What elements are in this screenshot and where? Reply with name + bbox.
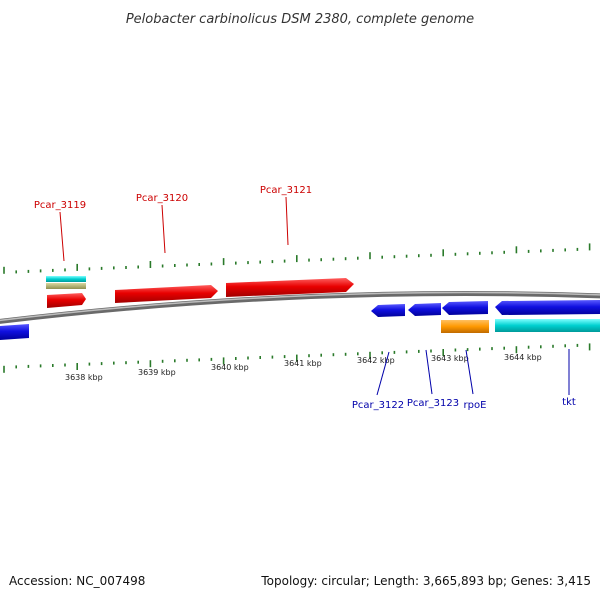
callout-line-pcar-3120 bbox=[161, 204, 166, 254]
gene-arrow-pcar-3123 bbox=[408, 303, 441, 316]
gene-label-rpoe: rpoE bbox=[464, 400, 487, 411]
scale-label: 3640 kbp bbox=[211, 363, 249, 372]
scale-ticks-upper bbox=[3, 243, 591, 274]
callout-line-pcar-3121 bbox=[285, 196, 289, 246]
callout-line-pcar-3119 bbox=[59, 211, 65, 262]
gene-label-pcar-3119: Pcar_3119 bbox=[34, 200, 86, 211]
feature-khaki-upper bbox=[46, 283, 86, 289]
gene-label-pcar-3123: Pcar_3123 bbox=[407, 398, 459, 409]
gene-label-tkt: tkt bbox=[562, 397, 576, 408]
gene-arrow-tkt bbox=[495, 300, 600, 315]
scale-label: 3643 kbp bbox=[431, 354, 469, 363]
feature-cyan-upper bbox=[46, 276, 86, 282]
scale-label: 3641 kbp bbox=[284, 359, 322, 368]
scale-label: 3638 kbp bbox=[65, 373, 103, 382]
gene-label-pcar-3121: Pcar_3121 bbox=[260, 185, 312, 196]
topology-text: Topology: circular; Length: 3,665,893 bp… bbox=[261, 574, 591, 588]
gene-arrow-pcar-3121 bbox=[226, 278, 354, 297]
feature-orange bbox=[441, 320, 489, 333]
gene-arrow-pcar-3119 bbox=[47, 293, 86, 308]
scale-label: 3642 kbp bbox=[357, 356, 395, 365]
gene-block-left-edge bbox=[0, 324, 29, 340]
gene-arrow-pcar-3122 bbox=[371, 304, 405, 317]
feature-cyan-lower bbox=[495, 319, 600, 332]
genome-backbone bbox=[0, 290, 600, 324]
callout-line-pcar-3123 bbox=[425, 349, 433, 395]
scale-label: 3644 kbp bbox=[504, 353, 542, 362]
gene-label-pcar-3122: Pcar_3122 bbox=[352, 400, 404, 411]
gene-arrow-rpoe bbox=[442, 301, 488, 315]
gene-label-pcar-3120: Pcar_3120 bbox=[136, 193, 188, 204]
map-title: Pelobacter carbinolicus DSM 2380, comple… bbox=[126, 12, 474, 27]
genome-backbone-highlight bbox=[0, 291, 600, 322]
callout-line-pcar-3122 bbox=[376, 351, 390, 396]
callout-line-rpoe bbox=[465, 349, 474, 395]
gene-arrow-pcar-3120 bbox=[115, 285, 218, 303]
scale-label: 3639 kbp bbox=[138, 368, 176, 377]
accession-text: Accession: NC_007498 bbox=[9, 574, 146, 588]
scale-ticks-lower bbox=[3, 343, 591, 373]
